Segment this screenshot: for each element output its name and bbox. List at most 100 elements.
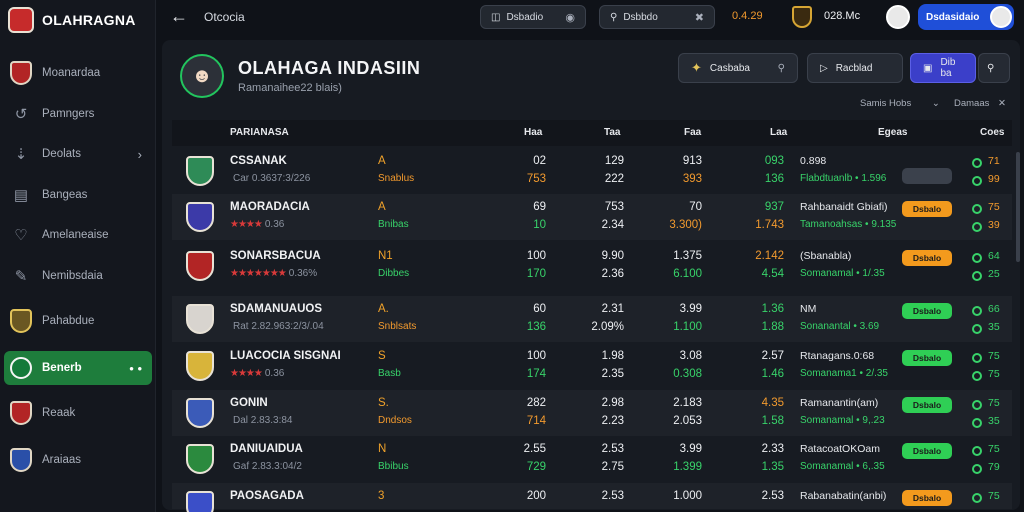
team-row-name[interactable]: DANIUAIDUA xyxy=(230,443,303,455)
team-crest-icon xyxy=(186,251,214,281)
sidebar-item-label: Deolats xyxy=(42,148,81,160)
team-row-meta: ★★★★ 0.36 xyxy=(230,368,284,379)
status-badge[interactable]: Dsbalo xyxy=(902,201,952,217)
form-dot-icon xyxy=(972,446,982,456)
egeas-value: Ramanantin(am) xyxy=(800,397,879,409)
sidebar-item[interactable]: Moanardaa xyxy=(4,56,152,90)
user-menu-label: Dsdasidaio xyxy=(926,11,980,23)
sidebar-item-label: Araiaas xyxy=(42,454,81,466)
status-badge[interactable]: Dsbalo xyxy=(902,303,952,319)
scrollbar[interactable] xyxy=(1016,152,1020,262)
main-panel: ☻ OLAHAGA INDASIIN Ramanaihee22 blais) ✦… xyxy=(162,40,1020,512)
table-row[interactable]: SONARSBACUA ★★★★★★★ 0.36% N1 Dibbes 100 170 9.9… xyxy=(172,243,1012,289)
status-badge[interactable]: Dsbalo xyxy=(902,250,952,266)
sidebar-item[interactable]: Araiaas xyxy=(4,443,152,477)
stat-haa-sub: 714 xyxy=(526,415,546,427)
user-avatar xyxy=(990,6,1012,28)
stat-faa: 3.08 xyxy=(679,350,702,362)
top-value-a: 0.4.29 xyxy=(732,10,763,22)
stat-taa-sub: 222 xyxy=(604,173,624,185)
back-arrow-icon[interactable]: ← xyxy=(170,6,188,26)
team-row-name[interactable]: CSSANAK xyxy=(230,155,287,167)
column-header[interactable]: Laa xyxy=(770,127,788,138)
table-header: PARIANASA Haa Taa Faa Laa Egeas Coes xyxy=(172,120,1012,146)
sidebar-item[interactable]: ↺ Pamngers xyxy=(4,97,152,131)
table-row[interactable]: CSSANAK Car 0.3637:3/226 A Snablus 02 753 129 2… xyxy=(172,148,1012,194)
table-row[interactable]: MAORADACIA ★★★★ 0.36 A Bnibas 69 10 753 2.34 70 3.… xyxy=(172,194,1012,240)
stat-laa-sub: 4.54 xyxy=(761,268,784,280)
column-header[interactable]: Haa xyxy=(524,127,543,138)
stat-faa: 2.183 xyxy=(673,397,702,409)
sidebar-item[interactable]: Benerb • • xyxy=(4,351,152,385)
stat-haa-sub: 10 xyxy=(533,219,546,231)
red-crest-icon xyxy=(10,401,32,425)
stat-haa-sub: 729 xyxy=(526,461,546,473)
action-button-1[interactable]: ✦ Casbaba ⚲ xyxy=(678,53,798,83)
table-row[interactable]: GONIN Dal 2.83.3:84 S. Dndsos 282 714 2.98 2.23… xyxy=(172,390,1012,436)
status-badge[interactable] xyxy=(902,168,952,184)
column-header[interactable]: PARIANASA xyxy=(230,127,289,138)
team-row-name[interactable]: PAOSAGADA xyxy=(230,490,304,502)
stat-haa-sub: 753 xyxy=(526,173,546,185)
team-name: OLAHAGA INDASIIN xyxy=(238,58,421,78)
column-header[interactable]: Faa xyxy=(684,127,702,138)
search-box-primary[interactable]: ◫ Dsbadio ◉ xyxy=(480,5,586,29)
team-row-name[interactable]: SONARSBACUA xyxy=(230,250,321,262)
search-box-secondary[interactable]: ⚲ Dsbbdo ✖ xyxy=(599,5,715,29)
stat-laa-sub: 1.46 xyxy=(761,368,784,380)
stat-taa-sub: 2.34 xyxy=(601,219,624,231)
table-row[interactable]: SDAMANUAUOS Rat 2.82.963:2/3/.04 A. Snblsat… xyxy=(172,296,1012,342)
stat-laa-sub: 1.35 xyxy=(761,461,784,473)
team-row-name[interactable]: SDAMANUAUOS xyxy=(230,303,322,315)
table-row[interactable]: PAOSAGADA 3 200 2.53 1.000 2.53 Rabanabatin(an… xyxy=(172,483,1012,512)
stat-laa-sub: 1.88 xyxy=(761,321,784,333)
sidebar-item-label: Bangeas xyxy=(42,189,88,201)
profile-avatar[interactable] xyxy=(886,5,910,29)
stat-taa: 2.53 xyxy=(601,443,624,455)
form-value: 75 xyxy=(988,201,1000,213)
team-row-meta-value: Car 0.3637:3/226 xyxy=(233,173,311,184)
stat-faa-sub: 3.300) xyxy=(669,219,702,231)
stat-faa-sub: 2.053 xyxy=(673,415,702,427)
team-avatar: ☻ xyxy=(180,54,224,98)
sidebar-item-label: Amelaneaise xyxy=(42,229,109,241)
status-badge[interactable]: Dsbalo xyxy=(902,397,952,413)
column-header[interactable]: Egeas xyxy=(878,127,908,138)
stat-faa-sub: 6.100 xyxy=(673,268,702,280)
filter-sort[interactable]: Samis Hobs ⌄ xyxy=(860,98,940,109)
team-crest-icon xyxy=(186,304,214,334)
team-crest-icon xyxy=(186,398,214,428)
team-row-name[interactable]: MAORADACIA xyxy=(230,201,310,213)
stat-laa: 2.53 xyxy=(761,490,784,502)
action-button-2[interactable]: ▷ Racblad xyxy=(807,53,903,83)
brand[interactable]: OLAHRAGNA xyxy=(8,6,136,34)
sidebar-item-label: Nemibsdaia xyxy=(42,270,103,282)
stat-faa: 1.000 xyxy=(673,490,702,502)
filter-damaas[interactable]: Damaas ✕ xyxy=(954,98,1006,109)
user-menu-button[interactable]: Dsdasidaio xyxy=(918,4,1014,30)
team-row-name[interactable]: GONIN xyxy=(230,397,268,409)
sidebar-item[interactable]: Reaak xyxy=(4,396,152,430)
status-badge[interactable]: Dsbalo xyxy=(902,443,952,459)
column-header[interactable]: Taa xyxy=(604,127,621,138)
sidebar-item[interactable]: Pahabdue xyxy=(4,304,152,338)
sidebar-item[interactable]: ✎ Nemibsdaia xyxy=(4,259,152,293)
status-badge[interactable]: Dsbalo xyxy=(902,350,952,366)
stat-faa: 1.375 xyxy=(673,250,702,262)
club-crest-icon[interactable] xyxy=(792,6,812,28)
column-header[interactable]: Coes xyxy=(980,127,1005,138)
action-button-3[interactable]: ▣ Dib ba xyxy=(910,53,976,83)
stat-haa: 100 xyxy=(526,350,546,362)
sidebar-item[interactable]: ♡ Amelaneaise xyxy=(4,218,152,252)
sidebar-item[interactable]: ▤ Bangeas xyxy=(4,178,152,212)
form-dot-icon xyxy=(972,418,982,428)
close-icon: ✕ xyxy=(998,98,1006,109)
table-row[interactable]: DANIUAIDUA Gaf 2.83.3:04/2 N Bbibus 2.55 729 2… xyxy=(172,436,1012,482)
stat-taa: 129 xyxy=(604,155,624,167)
table-row[interactable]: LUACOCIA SISGNAI ★★★★ 0.36 S Basb 100 174 1.98 2… xyxy=(172,343,1012,389)
status-badge[interactable]: Dsbalo xyxy=(902,490,952,506)
egeas-value: (Sbanabla) xyxy=(800,250,852,262)
team-row-name[interactable]: LUACOCIA SISGNAI xyxy=(230,350,341,362)
sidebar-item[interactable]: ⇣ Deolats › xyxy=(4,137,152,171)
search-button[interactable]: ⚲ xyxy=(978,53,1010,83)
